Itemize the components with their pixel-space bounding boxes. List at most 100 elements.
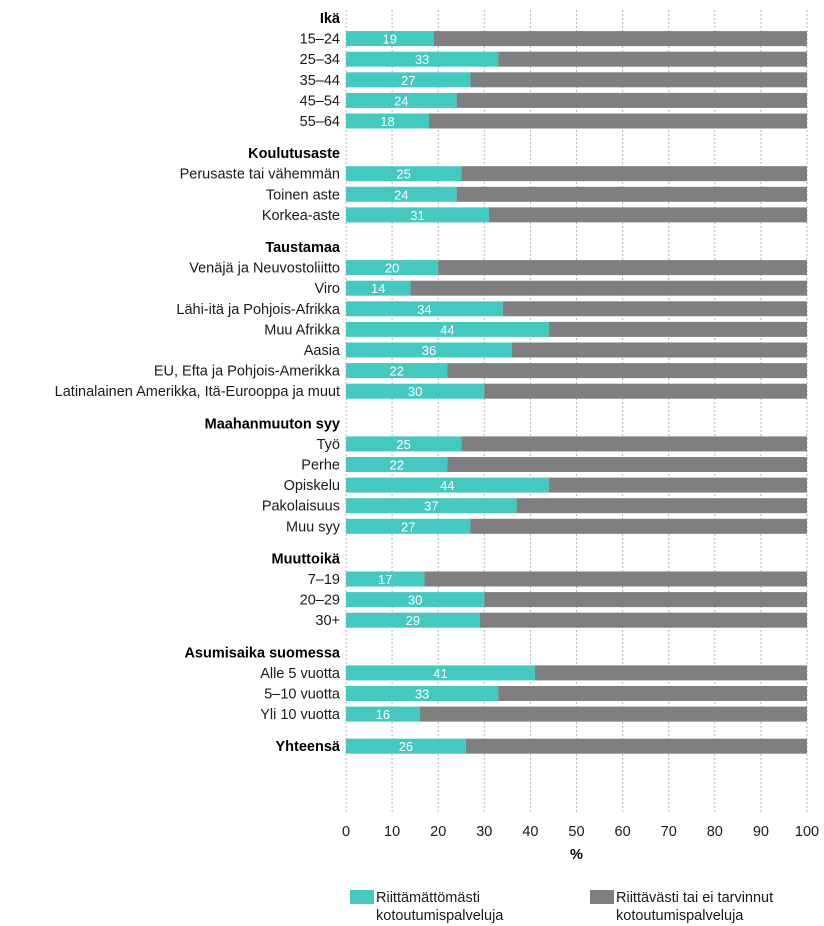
bar-segment-riittavasti (470, 72, 807, 88)
x-tick-label: 40 (522, 824, 538, 840)
x-tick-label: 10 (384, 824, 400, 840)
legend-swatch (350, 890, 374, 904)
x-tick-label: 70 (661, 824, 677, 840)
category-label: Venäjä ja Neuvostoliitto (189, 261, 340, 277)
x-tick-label: 20 (430, 824, 446, 840)
bar-segment-riittavasti (535, 665, 807, 681)
data-label: 30 (408, 593, 422, 608)
category-label: Muu Afrikka (264, 322, 341, 338)
bar-segment-riittamattomasti (346, 477, 549, 493)
group-label: Maahanmuuton syy (205, 416, 340, 432)
bar-segment-riittamattomasti (346, 321, 549, 337)
bar-segment-riittavasti (447, 363, 807, 379)
category-label: 30+ (315, 613, 340, 629)
data-label: 29 (406, 613, 420, 628)
bar-segment-riittamattomasti (346, 166, 462, 182)
data-label: 26 (399, 739, 413, 754)
bars: 1933272418252431201434443622302522443727… (346, 31, 807, 754)
bar-segment-riittavasti (447, 457, 807, 472)
x-tick-label: 0 (342, 824, 350, 840)
bar-segment-riittamattomasti (346, 686, 499, 701)
category-label: Aasia (304, 343, 341, 359)
data-label: 19 (383, 32, 397, 47)
x-tick-label: 90 (753, 824, 769, 840)
data-label: 17 (378, 572, 392, 587)
bar-segment-riittavasti (456, 186, 807, 202)
data-label: 27 (401, 73, 415, 88)
bar-segment-riittamattomasti (346, 280, 411, 296)
bar-segment-riittamattomasti (346, 383, 485, 399)
bar-segment-riittavasti (456, 92, 807, 108)
data-label: 25 (396, 437, 410, 452)
data-label: 44 (440, 478, 454, 493)
bar-segment-riittavasti (461, 166, 807, 182)
x-tick-label: 30 (476, 824, 492, 840)
bar-segment-riittamattomasti (346, 363, 448, 379)
category-label: 55–64 (300, 114, 340, 130)
data-label: 20 (385, 261, 399, 276)
data-label: 24 (394, 187, 408, 202)
category-label: Opiskelu (284, 478, 340, 494)
bar-segment-riittamattomasti (346, 571, 425, 587)
legend-swatch (590, 890, 614, 904)
bar-segment-riittamattomasti (346, 498, 517, 514)
data-label: 27 (401, 519, 415, 534)
category-label: Latinalainen Amerikka, Itä-Eurooppa ja m… (55, 384, 340, 400)
bar-segment-riittamattomasti (346, 301, 503, 317)
data-label: 44 (440, 322, 454, 337)
group-label: Taustamaa (265, 240, 341, 256)
group-label: Koulutusaste (248, 146, 340, 162)
category-label: Työ (317, 437, 340, 453)
bar-segment-riittavasti (424, 571, 807, 587)
data-label: 36 (422, 343, 436, 358)
category-labels: Ikä 15–24 25–34 35–44 45–54 55–64 Koulutusaste… (55, 11, 341, 755)
category-label: 35–44 (300, 73, 340, 89)
bar-segment-riittavasti (410, 280, 807, 296)
category-label: Yli 10 vuotta (260, 707, 341, 723)
bar-segment-riittavasti (484, 592, 807, 608)
category-label: Perusaste tai vähemmän (180, 167, 340, 183)
bar-segment-riittamattomasti (346, 592, 485, 608)
bar-segment-riittavasti (548, 477, 807, 493)
category-label: Perhe (301, 458, 340, 474)
bar-segment-riittamattomasti (346, 51, 499, 67)
data-label: 22 (389, 364, 403, 379)
data-label: 14 (371, 281, 385, 296)
bar-segment-riittavasti (488, 207, 807, 223)
data-label: 16 (376, 707, 390, 722)
category-label: Toinen aste (266, 187, 340, 203)
x-axis: 0 10 20 30 40 50 60 70 80 90 100% (342, 824, 819, 863)
bar-segment-riittavasti (498, 686, 807, 701)
bar-segment-riittavasti (498, 51, 807, 67)
bar-segment-riittamattomasti (346, 260, 439, 276)
data-label: 33 (415, 52, 429, 67)
legend-label: Riittämättömästi kotoutumispalveluja (376, 890, 504, 924)
category-label: Korkea-aste (262, 208, 340, 224)
bar-segment-riittavasti (428, 113, 807, 129)
bar-segment-riittavasti (461, 436, 807, 452)
bar-segment-riittavasti (511, 342, 807, 358)
data-label: 37 (424, 499, 438, 514)
bar-segment-riittavasti (438, 260, 807, 276)
bar-segment-riittamattomasti (346, 342, 512, 358)
data-label: 25 (396, 167, 410, 182)
data-label: 18 (380, 114, 394, 129)
bar-segment-riittamattomasti (346, 186, 457, 202)
bar-segment-riittamattomasti (346, 738, 466, 754)
category-label: Lähi-itä ja Pohjois-Afrikka (176, 302, 341, 318)
category-label: 7–19 (308, 572, 340, 588)
bar-segment-riittamattomasti (346, 436, 462, 452)
category-label: Pakolaisuus (262, 499, 340, 515)
bar-segment-riittamattomasti (346, 612, 480, 628)
legend-label: Riittävästi tai ei tarvinnut kotoutumispa… (616, 890, 773, 924)
bar-segment-riittavasti (516, 498, 807, 514)
bar-segment-riittamattomasti (346, 207, 489, 223)
data-label: 41 (433, 666, 447, 681)
bar-segment-riittavasti (502, 301, 807, 317)
bar-segment-riittamattomasti (346, 92, 457, 108)
category-label: 15–24 (300, 32, 340, 48)
category-label: Muu syy (286, 519, 341, 535)
bar-segment-riittamattomasti (346, 665, 536, 681)
bar-segment-riittavasti (433, 31, 807, 47)
bar-segment-riittamattomasti (346, 72, 471, 88)
